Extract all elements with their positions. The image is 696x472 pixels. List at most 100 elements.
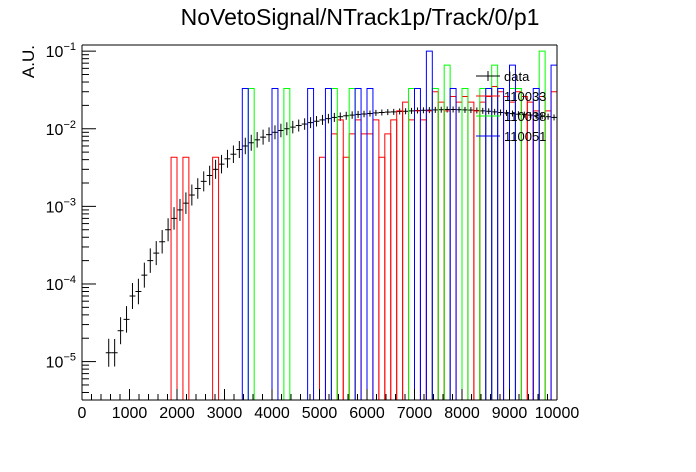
data-point-12 <box>177 198 183 221</box>
data-point-3 <box>123 306 130 333</box>
bin-110033-1 <box>182 156 190 400</box>
legend-label: 110033 <box>504 89 546 104</box>
x-tick-label: 7000 <box>397 405 433 422</box>
data-point-19 <box>218 154 225 174</box>
bin-110051-11 <box>509 64 516 400</box>
data-point-53 <box>420 107 427 114</box>
axes-layer: 0 1000 2000 3000 4000 5000 6000 7000 8000 9000 100… <box>46 41 580 422</box>
data-point-42 <box>355 110 362 118</box>
data-point-32 <box>295 119 302 132</box>
data-point-44 <box>367 110 373 117</box>
data-point-61 <box>467 107 474 114</box>
data-point-31 <box>289 120 296 134</box>
bin-110038-7 <box>461 88 469 400</box>
data-point-16 <box>200 171 207 192</box>
x-tick-label: 9000 <box>492 405 528 422</box>
legend-label: 110051 <box>504 129 546 144</box>
data-point-71 <box>527 112 534 119</box>
bin-110038-1 <box>283 88 291 400</box>
data-point-73 <box>539 113 546 120</box>
bin-110033-0 <box>170 156 178 400</box>
data-point-30 <box>283 122 290 136</box>
x-tick-label: 8000 <box>444 405 480 422</box>
y-tick-label: 10−4 <box>46 274 76 294</box>
bin-110051-10 <box>497 88 505 400</box>
bin-110051-6 <box>414 88 421 400</box>
data-point-48 <box>390 108 397 115</box>
data-point-9 <box>159 230 166 254</box>
data-point-36 <box>319 114 326 125</box>
data-point-69 <box>515 111 522 118</box>
bin-110051-1 <box>271 88 279 400</box>
data-point-66 <box>497 109 504 116</box>
data-point-5 <box>135 278 142 305</box>
data-point-59 <box>456 106 462 113</box>
data-point-18 <box>212 159 219 179</box>
chart-title: NoVetoSignal/NTrack1p/Track/0/p1 <box>181 4 540 30</box>
data-point-27 <box>266 127 272 142</box>
x-tick-label: 0 <box>78 405 87 422</box>
data-point-50 <box>402 108 409 115</box>
bin-110051-0 <box>241 88 249 400</box>
data-point-24 <box>248 134 255 151</box>
data-point-15 <box>194 178 201 199</box>
data-point-8 <box>153 241 160 266</box>
data-point-0 <box>105 338 112 367</box>
data-point-35 <box>313 115 320 127</box>
data-point-7 <box>147 248 154 273</box>
bin-110051-7 <box>425 50 433 400</box>
data-point-49 <box>396 108 403 115</box>
x-tick-label: 1000 <box>112 405 148 422</box>
data-point-43 <box>361 110 367 118</box>
y-axis-label: A.U. <box>19 45 38 78</box>
data-point-45 <box>372 109 379 116</box>
data-point-51 <box>408 107 415 114</box>
legend-entry-data: data <box>476 69 530 84</box>
series-layer <box>105 50 558 400</box>
data-point-14 <box>188 184 195 206</box>
x-tick-label: 4000 <box>254 405 290 422</box>
legend-entry-110051: 110051 <box>476 129 546 144</box>
legend: data 110033 110038 110051 <box>476 69 546 144</box>
data-point-54 <box>426 107 433 114</box>
data-point-58 <box>450 106 457 113</box>
data-point-29 <box>277 123 284 138</box>
data-point-20 <box>224 149 231 168</box>
legend-entry-110033: 110033 <box>476 89 546 104</box>
x-tick-label: 2000 <box>159 405 195 422</box>
data-point-23 <box>242 137 249 155</box>
bin-110051-12 <box>532 88 540 400</box>
data-point-63 <box>479 107 486 114</box>
data-point-38 <box>331 112 338 122</box>
data-point-28 <box>272 125 278 140</box>
data-point-74 <box>545 113 552 120</box>
x-tick-label: 5000 <box>302 405 338 422</box>
data-point-6 <box>141 262 148 288</box>
legend-entry-110038: 110038 <box>476 109 546 124</box>
data-point-55 <box>432 106 439 113</box>
data-point-75 <box>551 114 557 121</box>
data-point-67 <box>503 109 510 116</box>
series-data <box>105 106 557 367</box>
series-110051 <box>241 50 558 400</box>
y-tick-label: 10−1 <box>46 41 76 61</box>
data-point-64 <box>485 108 492 115</box>
legend-label: 110038 <box>504 109 546 124</box>
data-point-11 <box>171 207 177 230</box>
y-tick-label: 10−3 <box>46 196 76 216</box>
data-point-34 <box>307 117 314 129</box>
data-point-33 <box>301 118 308 130</box>
data-point-46 <box>378 109 385 116</box>
data-point-41 <box>349 111 356 119</box>
bin-110051-8 <box>449 88 457 400</box>
data-point-70 <box>521 111 528 118</box>
x-tick-label: 3000 <box>207 405 243 422</box>
data-point-60 <box>462 106 468 113</box>
data-point-65 <box>491 108 498 115</box>
x-tick-label: 6000 <box>349 405 385 422</box>
data-point-26 <box>260 129 267 145</box>
data-point-13 <box>182 192 189 214</box>
data-point-2 <box>117 317 124 345</box>
